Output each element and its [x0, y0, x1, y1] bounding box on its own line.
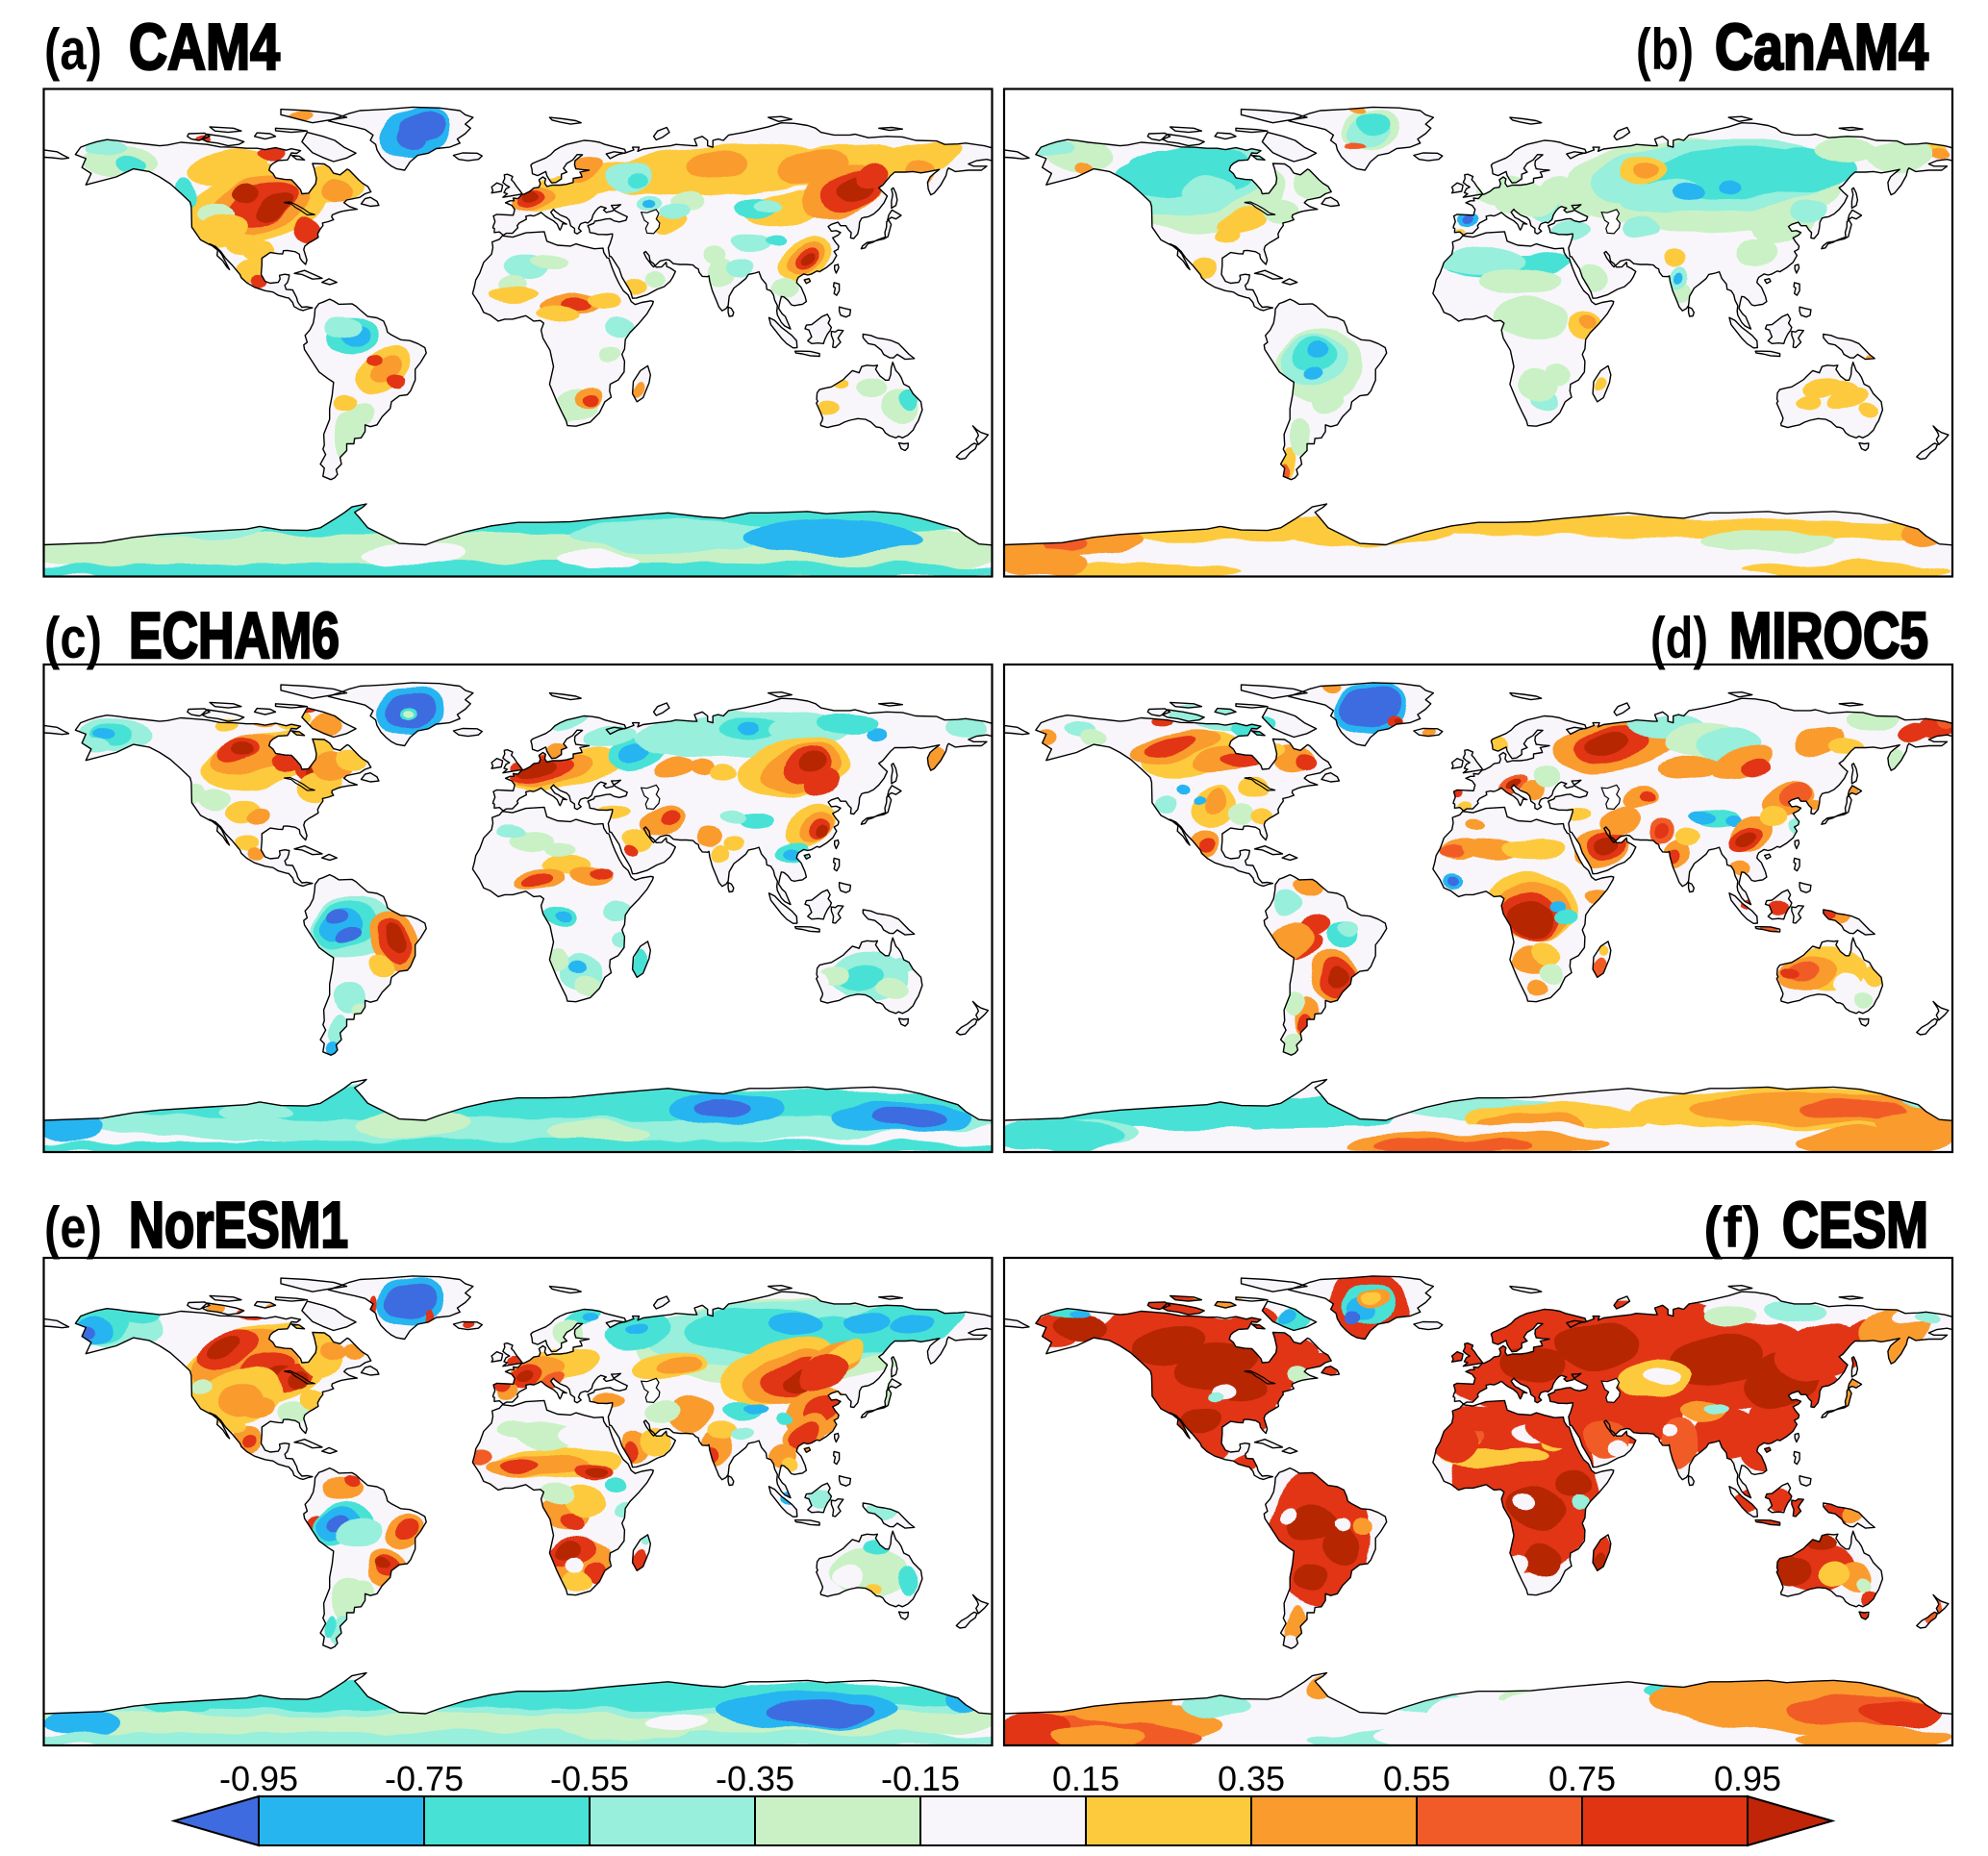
svg-text:0.75: 0.75 — [1548, 1759, 1616, 1798]
svg-text:(d): (d) — [1650, 606, 1708, 670]
svg-text:(f): (f) — [1703, 1195, 1761, 1260]
svg-text:CanAM4: CanAM4 — [1715, 11, 1928, 84]
svg-text:(b): (b) — [1636, 17, 1694, 82]
svg-text:0.15: 0.15 — [1052, 1759, 1120, 1798]
svg-text:CESM: CESM — [1782, 1189, 1928, 1262]
svg-text:MIROC5: MIROC5 — [1729, 599, 1928, 672]
svg-text:-0.95: -0.95 — [219, 1759, 298, 1798]
svg-text:0.95: 0.95 — [1714, 1759, 1781, 1798]
svg-text:NorESM1: NorESM1 — [129, 1189, 348, 1262]
svg-text:ECHAM6: ECHAM6 — [129, 599, 340, 672]
svg-text:0.35: 0.35 — [1218, 1759, 1285, 1798]
svg-text:(e): (e) — [44, 1195, 102, 1260]
svg-text:-0.35: -0.35 — [716, 1759, 794, 1798]
svg-text:-0.15: -0.15 — [881, 1759, 960, 1798]
svg-text:-0.75: -0.75 — [385, 1759, 464, 1798]
svg-text:-0.55: -0.55 — [550, 1759, 629, 1798]
svg-text:(c): (c) — [44, 606, 102, 670]
svg-text:CAM4: CAM4 — [129, 11, 280, 84]
svg-text:0.55: 0.55 — [1383, 1759, 1450, 1798]
svg-text:(a): (a) — [44, 17, 102, 82]
